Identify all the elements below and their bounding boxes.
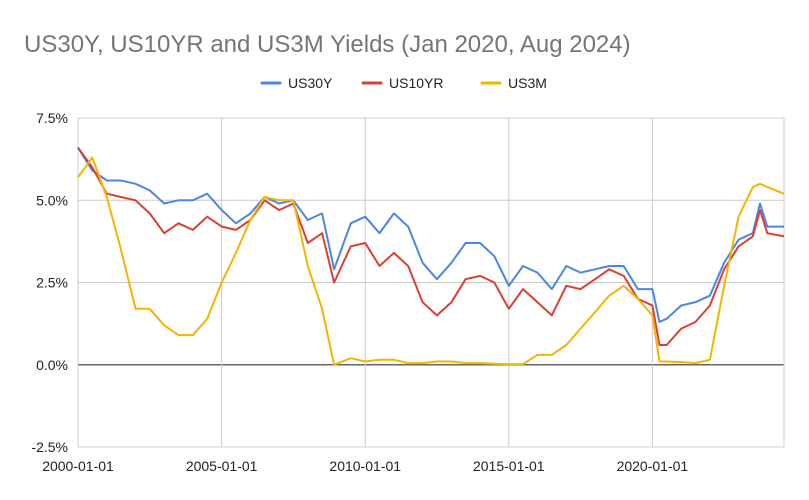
y-tick-label: -2.5%: [31, 439, 68, 455]
x-tick-label: 2005-01-01: [186, 458, 258, 474]
x-tick-label: 2010-01-01: [329, 458, 401, 474]
legend-label-us10yr: US10YR: [389, 75, 443, 91]
series-line-us3m: [77, 156, 785, 366]
y-tick-label: 7.5%: [36, 110, 68, 126]
series-line-us10yr: [77, 147, 785, 346]
x-tick-label: 2000-01-01: [42, 458, 114, 474]
series-lines: [77, 147, 785, 366]
legend-label-us3m: US3M: [508, 75, 547, 91]
axes: -2.5% 0.0% 2.5% 5.0% 7.5% 2000-01-01 2005-01-0…: [31, 110, 688, 474]
legend: US30Y US10YR US3M: [260, 75, 547, 91]
x-tick-label: 2020-01-01: [617, 458, 689, 474]
series-line-us30y: [77, 147, 784, 323]
x-tick-label: 2015-01-01: [473, 458, 545, 474]
y-tick-label: 5.0%: [36, 192, 68, 208]
y-tick-label: 2.5%: [36, 275, 68, 291]
chart-title: US30Y, US10YR and US3M Yields (Jan 2020,…: [24, 31, 631, 58]
y-tick-label: 0.0%: [36, 357, 68, 373]
legend-label-us30y: US30Y: [288, 75, 333, 91]
gridlines: [77, 117, 785, 448]
